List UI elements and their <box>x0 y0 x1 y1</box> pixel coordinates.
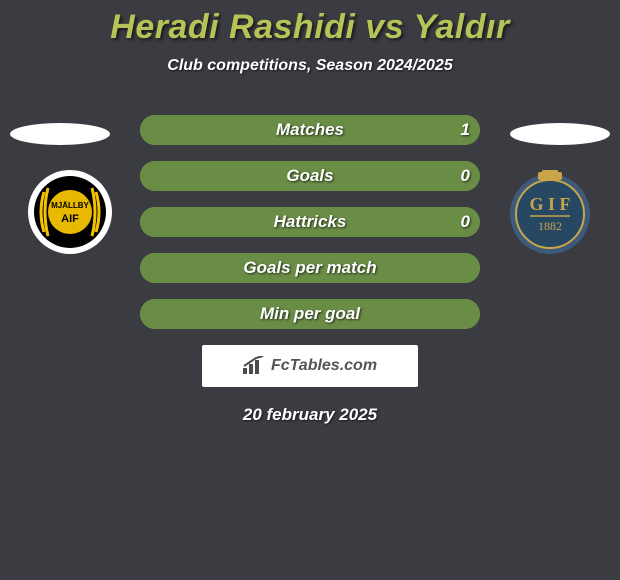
comparison-panel: MJÄLLBY AIF G I F 1882 Matches1Goals0Hat… <box>0 115 620 425</box>
stat-row: Goals 0 <box>140 161 480 191</box>
page-title: Heradi Rashidi vs Yaldır <box>0 0 620 47</box>
stat-row: Matches 1 <box>140 115 480 145</box>
stat-label: Min per goal <box>260 304 360 324</box>
bar-chart-icon <box>243 356 265 376</box>
branding-text: FcTables.com <box>271 357 377 375</box>
stat-row: Hattricks 0 <box>140 207 480 237</box>
stat-value-right: 1 <box>461 120 470 140</box>
mjallby-badge-icon: MJÄLLBY AIF <box>28 170 112 254</box>
subtitle: Club competitions, Season 2024/2025 <box>0 57 620 75</box>
right-player-ellipse <box>510 123 610 145</box>
stat-row: Min per goal <box>140 299 480 329</box>
right-team-badge: G I F 1882 <box>508 170 592 254</box>
branding-box: FcTables.com <box>202 345 418 387</box>
stat-label: Goals <box>286 166 333 186</box>
stat-label: Matches <box>276 120 344 140</box>
gif-badge-icon: G I F 1882 <box>508 170 592 254</box>
badge-year: 1882 <box>538 219 562 233</box>
badge-text-bottom: AIF <box>61 213 79 225</box>
date-text: 20 february 2025 <box>0 405 620 425</box>
badge-text-top: MJÄLLBY <box>51 201 89 210</box>
stat-value-right: 0 <box>461 212 470 232</box>
badge-letters: G I F <box>529 194 570 214</box>
stat-row: Goals per match <box>140 253 480 283</box>
stat-label: Hattricks <box>274 212 347 232</box>
left-team-badge: MJÄLLBY AIF <box>28 170 112 254</box>
stat-value-right: 0 <box>461 166 470 186</box>
stat-label: Goals per match <box>243 258 376 278</box>
left-player-ellipse <box>10 123 110 145</box>
stat-rows-container: Matches 1 Goals 0 Hattricks 0 Goals per match M… <box>140 115 480 329</box>
